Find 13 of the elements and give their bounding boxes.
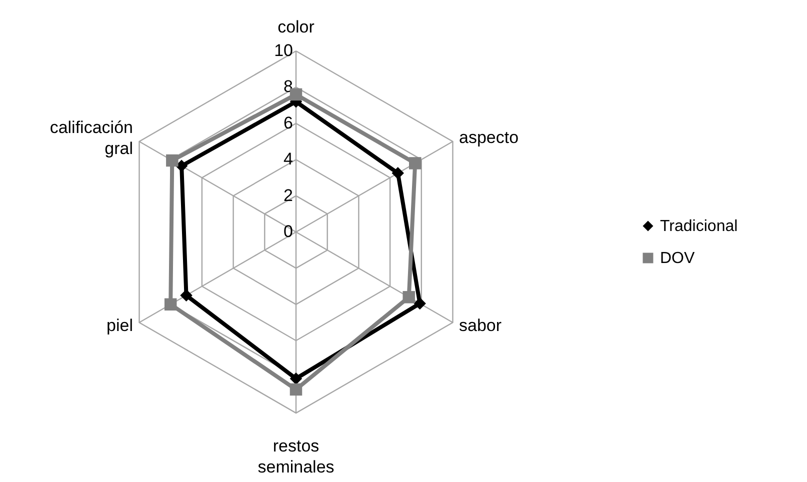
y-tick-label: 0 xyxy=(284,222,293,241)
spoke-label: calificación gral xyxy=(50,118,133,158)
spoke-label: sabor xyxy=(459,316,502,336)
y-tick-label: 10 xyxy=(274,41,293,60)
spoke-label: color xyxy=(278,17,315,36)
spoke-label: restos seminales xyxy=(258,436,334,476)
y-tick-label: 4 xyxy=(284,150,293,169)
legend-label: Tradicional xyxy=(660,218,738,235)
legend-label: DOV xyxy=(660,250,695,267)
y-tick-label: 2 xyxy=(284,186,293,205)
y-tick-label: 6 xyxy=(284,113,293,132)
spoke-label: piel xyxy=(106,316,133,336)
spoke-label: aspecto xyxy=(459,128,519,147)
